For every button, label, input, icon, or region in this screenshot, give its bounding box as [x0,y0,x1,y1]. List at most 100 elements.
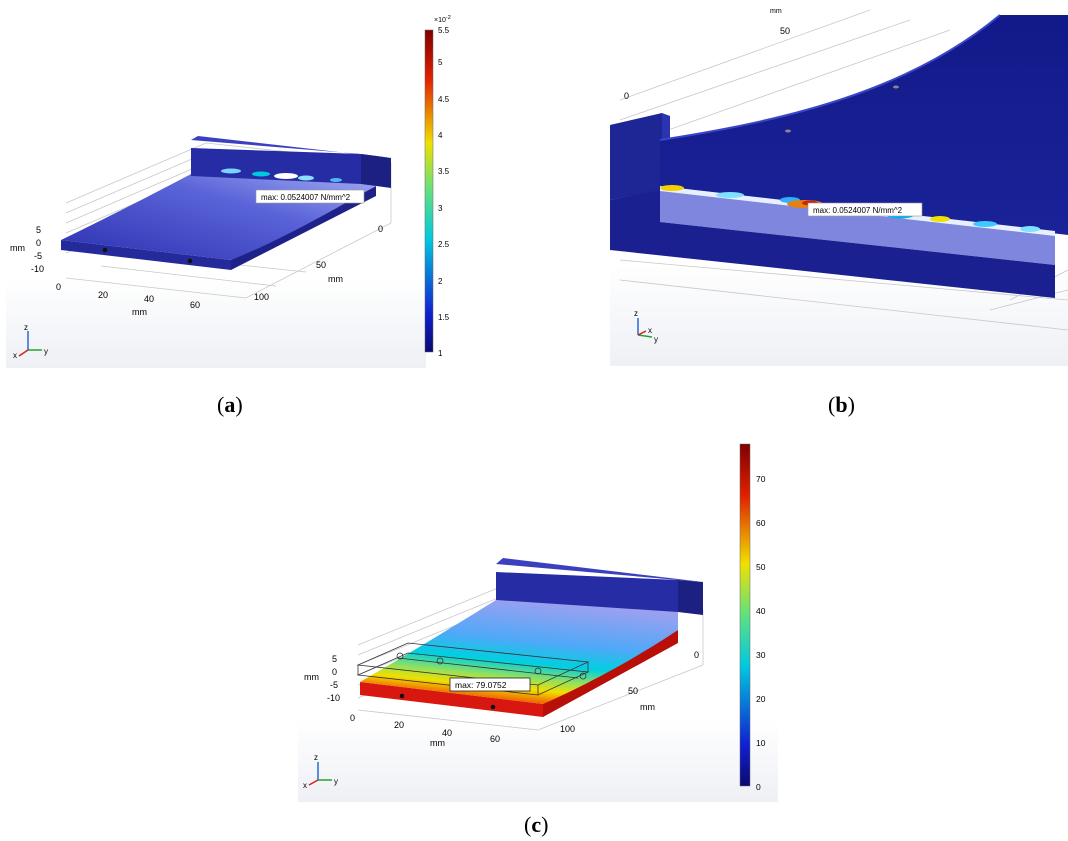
curved-surface [360,600,678,704]
axis-triad: z x y [303,753,338,790]
axis-tick: 0 [624,91,629,101]
colorbar-tick: 5.5 [438,26,450,35]
floor-shade [6,278,426,368]
axis-unit: mm [770,8,782,15]
hole-1 [399,693,405,699]
stress-hotspots [221,168,342,182]
colorbar-tick: 20 [756,694,766,704]
colorbar-tick: 3 [438,204,443,213]
max-annotation-box [449,677,531,692]
x-tick: 60 [190,300,200,310]
x-tick: 40 [144,294,154,304]
triad-x: x [303,781,307,790]
colorbar [424,29,434,353]
y-unit: mm [328,274,343,284]
colorbar-exponent: ×10-2 [434,15,451,24]
z-unit: mm [304,672,319,682]
colorbar-tick: 4.5 [438,95,450,104]
base-slab [610,190,1055,298]
y-tick: 0 [694,650,699,660]
back-block-top [191,136,391,158]
x-tick: 0 [350,713,355,723]
block-left-wall [610,113,662,200]
z-tick: 0 [332,667,337,677]
triad-y: y [44,347,48,356]
floor-shade [298,720,778,802]
z-tick: 5 [36,225,41,235]
colorbar-tick: 60 [756,518,766,528]
axis-triad: z x y [634,309,658,344]
panel-c: max: 79.0752 5 0 -5 -10 mm 0 20 40 60 10… [298,440,778,802]
z-tick: -5 [34,251,42,261]
triad-z: z [314,753,318,762]
panel-a: max: 0.0524007 N/mm^2 5 0 -5 -10 mm 0 20… [6,8,456,368]
max-annotation: max: 0.0524007 N/mm^2 [813,206,903,215]
max-annotation: max: 79.0752 [455,680,507,690]
figure-label-b: (b) [828,392,855,417]
colorbar [739,443,751,787]
marker-dot [893,85,899,89]
colorbar-tick: 30 [756,650,766,660]
x-tick: 100 [254,292,269,302]
cut-section-face [660,190,1055,265]
back-block-side [678,580,703,615]
x-tick: 0 [56,282,61,292]
triad-x: x [13,351,17,360]
panel-b: max: 0.0524007 N/mm^2 mm 50 0 z x y [610,0,1068,366]
hole-1 [102,247,108,253]
triad-y: y [334,777,338,786]
x-unit: mm [132,307,147,317]
triad-x: x [648,326,652,335]
axis-triad: z x y [13,323,48,360]
colorbar-tick: 50 [756,562,766,572]
panel-b-render: max: 0.0524007 N/mm^2 mm 50 0 z x y [610,8,1068,366]
z-tick: -5 [330,680,338,690]
colorbar-tick: 1.5 [438,313,450,322]
colorbar-tick: 70 [756,474,766,484]
z-tick: -10 [327,693,340,703]
x-tick: 40 [442,728,452,738]
y-tick: 50 [628,686,638,696]
colorbar-tick: 2 [438,277,443,286]
x-tick: 20 [394,720,404,730]
colorbar-tick: 5 [438,58,443,67]
grid-lines [619,9,1068,331]
marker-dot [785,129,791,133]
hole-2 [490,704,496,710]
max-annotation-box [255,189,365,204]
y-unit: mm [640,702,655,712]
hole-2 [187,258,193,264]
panel-c-render: max: 79.0752 5 0 -5 -10 mm 0 20 40 60 10… [298,443,778,802]
x-tick: 60 [490,734,500,744]
z-tick: 5 [332,654,337,664]
panel-a-render: max: 0.0524007 N/mm^2 5 0 -5 -10 mm 0 20… [6,15,451,368]
max-annotation-box [807,202,923,217]
back-block-top [496,558,703,582]
colorbar-tick: 4 [438,131,443,140]
base-slab-side [543,630,678,717]
base-slab-front [360,682,543,717]
back-block-front [496,572,678,612]
colorbar-tick: 2.5 [438,240,450,249]
figure-label-a: (a) [217,392,243,417]
back-block-front [191,148,361,184]
z-tick: 0 [36,238,41,248]
colorbar-ticks: 70 60 50 40 30 20 10 0 [756,474,766,792]
triad-z: z [634,309,638,318]
y-tick: 0 [378,224,383,234]
colorbar-tick: 10 [756,738,766,748]
y-tick: 50 [316,260,326,270]
figure-label-c: (c) [524,812,549,837]
triad-z: z [24,323,28,332]
colorbar-tick: 1 [438,349,443,358]
x-tick: 20 [98,290,108,300]
colorbar-ticks: 5.5 5 4.5 4 3.5 3 2.5 2 1.5 1 [438,26,450,358]
axis-tick: 50 [780,26,790,36]
colorbar-tick: 40 [756,606,766,616]
colorbar-tick: 0 [756,782,761,792]
z-unit: mm [10,243,25,253]
x-unit: mm [430,738,445,748]
back-block-side [361,154,391,188]
triad-y: y [654,335,658,344]
base-slab-side [231,186,376,270]
